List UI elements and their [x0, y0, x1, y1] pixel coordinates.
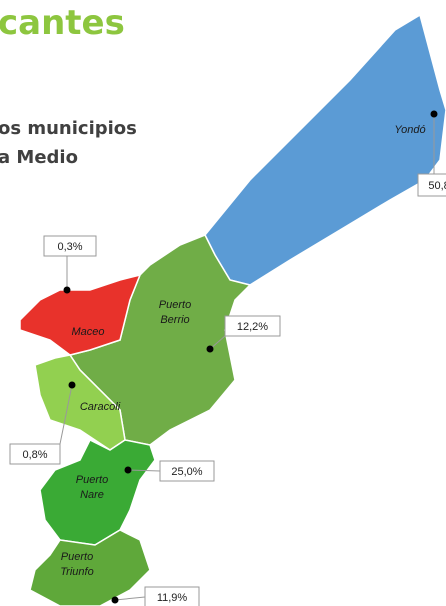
region-caracoli [34, 354, 126, 451]
region-name: Puerto [159, 299, 191, 311]
map [19, 13, 446, 606]
region-name: Caracoli [80, 401, 121, 413]
value-label: 12,2% [237, 321, 268, 333]
callout-box [43, 235, 97, 257]
title: cantes [0, 3, 125, 43]
marker-dot [63, 286, 71, 294]
callout-box [224, 315, 281, 337]
leader-line [114, 596, 146, 601]
region-name: Nare [80, 489, 104, 501]
callout-box [159, 460, 215, 482]
region-maceo [19, 273, 142, 356]
callout-box [417, 173, 446, 197]
labels: Yondó 50,8% Puerto Berrio 12,2% Maceo 0,3% Cara… [9, 110, 446, 606]
region-name: Yondó [394, 124, 425, 136]
region-yondo [204, 13, 446, 286]
value-label: 25,0% [171, 466, 202, 478]
value-label: 0,3% [57, 241, 82, 253]
region-name: Triunfo [60, 566, 93, 578]
subtitle: os municipios [0, 118, 137, 139]
value-label: 11,9% [157, 592, 188, 604]
leader-line [59, 384, 73, 445]
marker-dot [430, 110, 438, 118]
value-label: 50,8% [428, 180, 446, 192]
region-name: Puerto [76, 474, 108, 486]
marker-dot [206, 345, 214, 353]
callout-box [9, 443, 61, 465]
marker-dot [68, 381, 76, 389]
region-name: Maceo [71, 326, 104, 338]
value-label: 0,8% [22, 449, 47, 461]
marker-dot [111, 596, 119, 604]
marker-dot [124, 466, 132, 474]
callout-box [144, 586, 200, 606]
leader-line [127, 469, 161, 472]
region-name: Berrio [160, 314, 189, 326]
region-name: Puerto [61, 551, 93, 563]
subtitle: a Medio [0, 147, 78, 168]
